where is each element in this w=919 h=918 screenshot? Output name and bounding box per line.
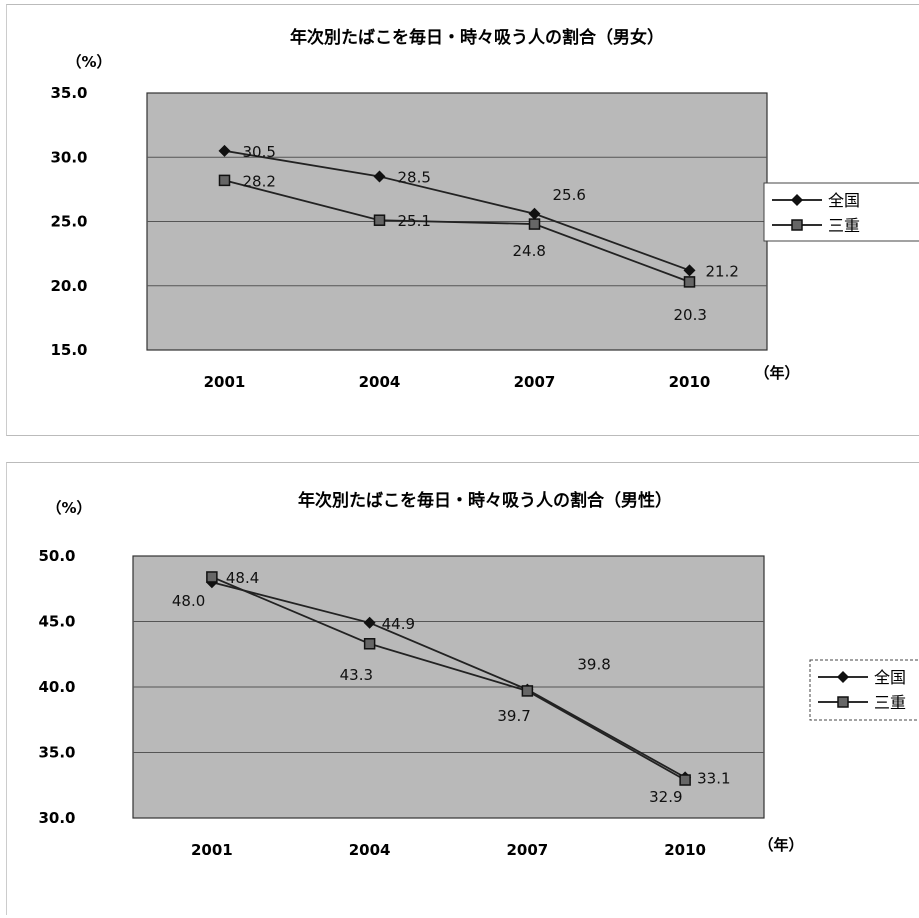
y-axis-unit: （%） xyxy=(66,53,111,71)
y-tick-label: 30.0 xyxy=(38,809,75,827)
legend-box xyxy=(763,182,919,242)
legend-marker xyxy=(837,696,849,708)
series-national: 48.0 44.9 39.8 33.1 xyxy=(172,576,731,787)
data-point xyxy=(363,616,376,629)
data-label: 48.4 xyxy=(226,569,259,587)
chart-panel-combined: 年次別たばこを毎日・時々吸う人の割合（男女） （%） 35.0 30.0 25.0 20.… xyxy=(6,4,919,436)
chart-panel-male: 年次別たばこを毎日・時々吸う人の割合（男性） （%） 50.0 45.0 40.0 35.… xyxy=(6,462,919,915)
y-tick-label: 20.0 xyxy=(50,277,87,295)
y-tick-label: 15.0 xyxy=(50,341,87,359)
data-label: 43.3 xyxy=(340,666,373,684)
x-tick-label: 2001 xyxy=(191,841,233,859)
series-line xyxy=(211,576,686,781)
data-label: 44.9 xyxy=(382,615,415,633)
data-point xyxy=(679,774,691,786)
data-label: 25.6 xyxy=(553,186,586,204)
series-line xyxy=(224,149,690,272)
data-label: 20.3 xyxy=(674,306,707,324)
series-national: 30.5 28.5 25.6 21.2 xyxy=(218,143,739,280)
data-label: 30.5 xyxy=(243,143,276,161)
x-tick-label: 2004 xyxy=(349,841,391,859)
series-line xyxy=(224,179,690,283)
y-tick-label: 45.0 xyxy=(38,613,75,631)
series-line xyxy=(211,581,686,779)
data-label: 25.1 xyxy=(398,212,431,230)
x-tick-label: 2010 xyxy=(664,841,706,859)
legend-label: 全国 xyxy=(828,191,860,210)
x-axis-unit: （年） xyxy=(758,836,803,854)
y-tick-label: 35.0 xyxy=(38,744,75,762)
data-label: 21.2 xyxy=(706,262,739,280)
y-tick-label: 30.0 xyxy=(50,148,87,166)
data-label: 32.9 xyxy=(649,788,682,806)
legend-marker xyxy=(837,671,849,683)
y-axis-unit: （%） xyxy=(46,499,91,517)
data-label: 48.0 xyxy=(172,592,205,610)
y-tick-label: 40.0 xyxy=(38,678,75,696)
chart-svg-male: 年次別たばこを毎日・時々吸う人の割合（男性） （%） 50.0 45.0 40.0 35.… xyxy=(38,490,919,859)
data-point xyxy=(363,638,376,650)
data-point xyxy=(528,207,541,220)
x-tick-label: 2001 xyxy=(204,373,246,391)
legend-label: 三重 xyxy=(874,693,906,712)
series-mie: 48.4 43.3 39.7 32.9 xyxy=(206,569,691,806)
legend-marker xyxy=(791,219,803,231)
data-label: 39.7 xyxy=(497,707,530,725)
data-label: 33.1 xyxy=(697,769,730,787)
data-point xyxy=(373,170,386,183)
data-label: 39.8 xyxy=(577,656,610,674)
x-tick-label: 2004 xyxy=(359,373,401,391)
chart-title: 年次別たばこを毎日・時々吸う人の割合（男女） xyxy=(290,27,664,48)
y-tick-label: 50.0 xyxy=(38,547,75,565)
series-mie: 28.2 25.1 24.8 20.3 xyxy=(218,172,707,324)
x-tick-label: 2007 xyxy=(514,373,556,391)
data-point xyxy=(683,276,696,288)
data-point xyxy=(528,218,541,230)
chart-title: 年次別たばこを毎日・時々吸う人の割合（男性） xyxy=(298,490,672,511)
data-point xyxy=(218,144,231,157)
data-point xyxy=(521,685,534,697)
x-tick-label: 2010 xyxy=(669,373,711,391)
data-point xyxy=(206,571,218,583)
data-point xyxy=(218,174,231,187)
legend-label: 全国 xyxy=(874,668,906,687)
y-tick-label: 25.0 xyxy=(50,213,87,231)
legend-label: 三重 xyxy=(828,216,860,235)
x-axis-unit: （年） xyxy=(754,364,799,382)
data-point xyxy=(373,214,386,226)
data-label: 28.5 xyxy=(398,169,431,187)
chart-svg-combined: 年次別たばこを毎日・時々吸う人の割合（男女） （%） 35.0 30.0 25.0 20.… xyxy=(50,27,919,391)
data-label: 24.8 xyxy=(513,242,546,260)
y-tick-label: 35.0 xyxy=(50,84,87,102)
legend-marker xyxy=(791,194,803,206)
x-tick-label: 2007 xyxy=(507,841,549,859)
data-label: 28.2 xyxy=(243,172,276,190)
legend-box xyxy=(809,659,919,721)
data-point xyxy=(683,264,696,277)
